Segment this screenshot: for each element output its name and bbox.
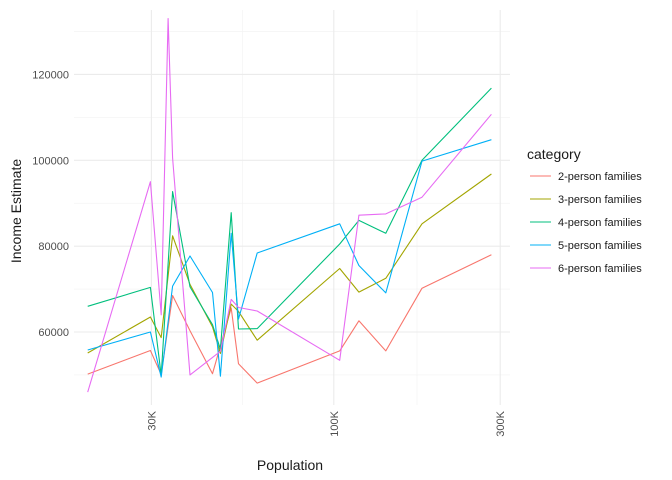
x-tick-label: 30K	[146, 410, 158, 430]
x-tick-label: 300K	[495, 410, 507, 436]
series-line-2-person	[87, 254, 492, 384]
series-line-5-person	[87, 139, 492, 378]
legend-title: category	[527, 146, 581, 162]
legend: category 2-person families 3-person famil…	[527, 146, 642, 275]
y-tick-label: 60000	[38, 327, 69, 339]
legend-label: 5-person families	[558, 240, 642, 252]
x-tick-label: 100K	[329, 410, 341, 436]
x-axis-title: Population	[257, 457, 323, 473]
series-line-6-person	[87, 18, 492, 393]
y-tick-label: 80000	[38, 241, 69, 253]
x-axis-ticks: 30K 100K 300K	[146, 410, 507, 436]
y-axis-ticks: 60000 80000 100000 120000	[32, 69, 69, 339]
y-tick-label: 100000	[32, 155, 69, 167]
series-lines	[87, 18, 492, 393]
y-axis-title: Income Estimate	[8, 159, 24, 263]
legend-label: 6-person families	[558, 263, 642, 275]
panel-grid	[74, 10, 510, 405]
legend-label: 3-person families	[558, 194, 642, 206]
legend-label: 2-person families	[558, 171, 642, 183]
series-line-4-person	[87, 87, 492, 376]
legend-label: 4-person families	[558, 217, 642, 229]
y-tick-label: 120000	[32, 69, 69, 81]
series-line-3-person	[87, 173, 492, 355]
